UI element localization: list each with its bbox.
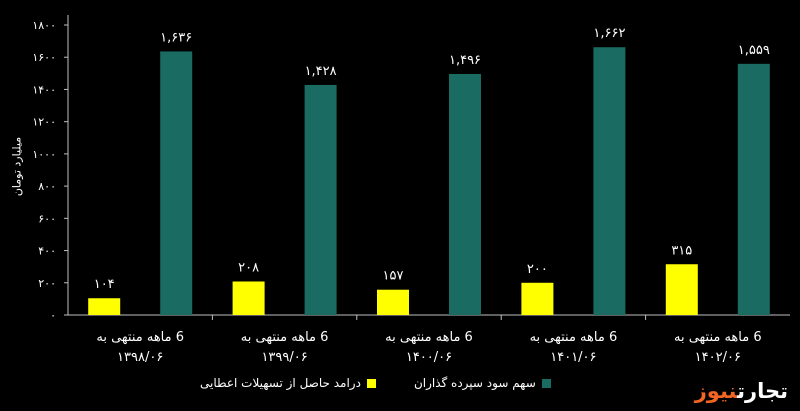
legend-swatch-series-2 — [541, 378, 551, 388]
bar-series-2 — [737, 63, 770, 316]
bar-series-1 — [377, 289, 409, 315]
bar-series-2 — [449, 73, 481, 315]
x-tick-label-line-2: ۱۴۰۱/۰۶ — [550, 350, 596, 365]
y-axis-title: میلیارد تومان — [10, 136, 24, 197]
data-label-series-1: ۱۵۷ — [383, 269, 404, 284]
y-tick-label: ۱۲۰۰ — [32, 116, 56, 129]
brand-logo-part2: نیوز — [694, 379, 738, 403]
data-label-series-1: ۳۱۵ — [671, 243, 692, 258]
bar-series-2 — [160, 51, 193, 316]
bar-series-1 — [232, 281, 265, 315]
x-tick-label-line-1: 6 ماهه منتهی به — [530, 330, 618, 345]
y-tick-label: ۱۸۰۰ — [32, 19, 56, 32]
bar-series-1 — [521, 282, 554, 315]
legend: سهم سود سپرده گذاران درامد حاصل از تسهیل… — [200, 376, 551, 390]
data-label-series-1: ۲۰۸ — [238, 260, 259, 275]
y-tick-label: ۴۰۰ — [38, 245, 56, 258]
bar-series-1 — [88, 298, 121, 315]
bar-series-2 — [593, 47, 626, 315]
x-tick-label-line-1: 6 ماهه منتهی به — [674, 330, 762, 345]
y-tick-label: ۰ — [50, 309, 56, 322]
x-tick-label-line-2: ۱۴۰۲/۰۶ — [695, 350, 741, 365]
y-tick-label: ۲۰۰ — [38, 277, 56, 290]
data-label-series-2: ۱,۵۵۹ — [738, 43, 770, 58]
x-tick-label-line-1: 6 ماهه منتهی به — [241, 330, 329, 345]
bar-series-1 — [665, 264, 698, 315]
data-label-series-2: ۱,۶۳۶ — [160, 30, 192, 45]
legend-item-series-1: درامد حاصل از تسهیلات اعطایی — [200, 376, 376, 390]
data-label-series-1: ۱۰۴ — [94, 277, 115, 292]
data-label-series-1: ۲۰۰ — [527, 262, 548, 277]
brand-logo: تجارتنیوز — [695, 379, 788, 403]
x-tick-label-line-2: ۱۴۰۰/۰۶ — [406, 350, 452, 365]
y-tick-label: ۶۰۰ — [38, 212, 56, 225]
y-tick-label: ۱۶۰۰ — [32, 51, 56, 64]
legend-label-series-1: درامد حاصل از تسهیلات اعطایی — [200, 376, 361, 390]
x-tick-label-line-2: ۱۳۹۸/۰۶ — [117, 350, 163, 365]
x-tick-label-line-1: 6 ماهه منتهی به — [385, 330, 473, 345]
bar-series-2 — [304, 84, 337, 315]
legend-swatch-series-1 — [366, 378, 376, 388]
x-tick-label-line-1: 6 ماهه منتهی به — [96, 330, 184, 345]
legend-label-series-2: سهم سود سپرده گذاران — [413, 376, 536, 390]
y-tick-label: ۱۰۰۰ — [32, 148, 56, 161]
legend-item-series-2: سهم سود سپرده گذاران — [414, 376, 551, 390]
x-tick-label-line-2: ۱۳۹۹/۰۶ — [261, 350, 307, 365]
bar-chart: ۰ ۲۰۰ ۴۰۰ ۶۰۰ ۸۰۰ ۱۰۰۰ ۱۲۰۰ ۱۴۰۰ ۱۶۰۰ ۱۸۰۰ ۱۰۴ ۱,۶۳… — [32, 15, 790, 365]
data-label-series-2: ۱,۴۲۸ — [305, 64, 337, 79]
y-tick-label: ۱۴۰۰ — [32, 83, 56, 96]
data-label-series-2: ۱,۴۹۶ — [449, 53, 481, 68]
y-tick-label: ۸۰۰ — [38, 180, 56, 193]
data-label-series-2: ۱,۶۶۲ — [593, 26, 625, 41]
brand-logo-part1: تجارت — [737, 379, 788, 403]
